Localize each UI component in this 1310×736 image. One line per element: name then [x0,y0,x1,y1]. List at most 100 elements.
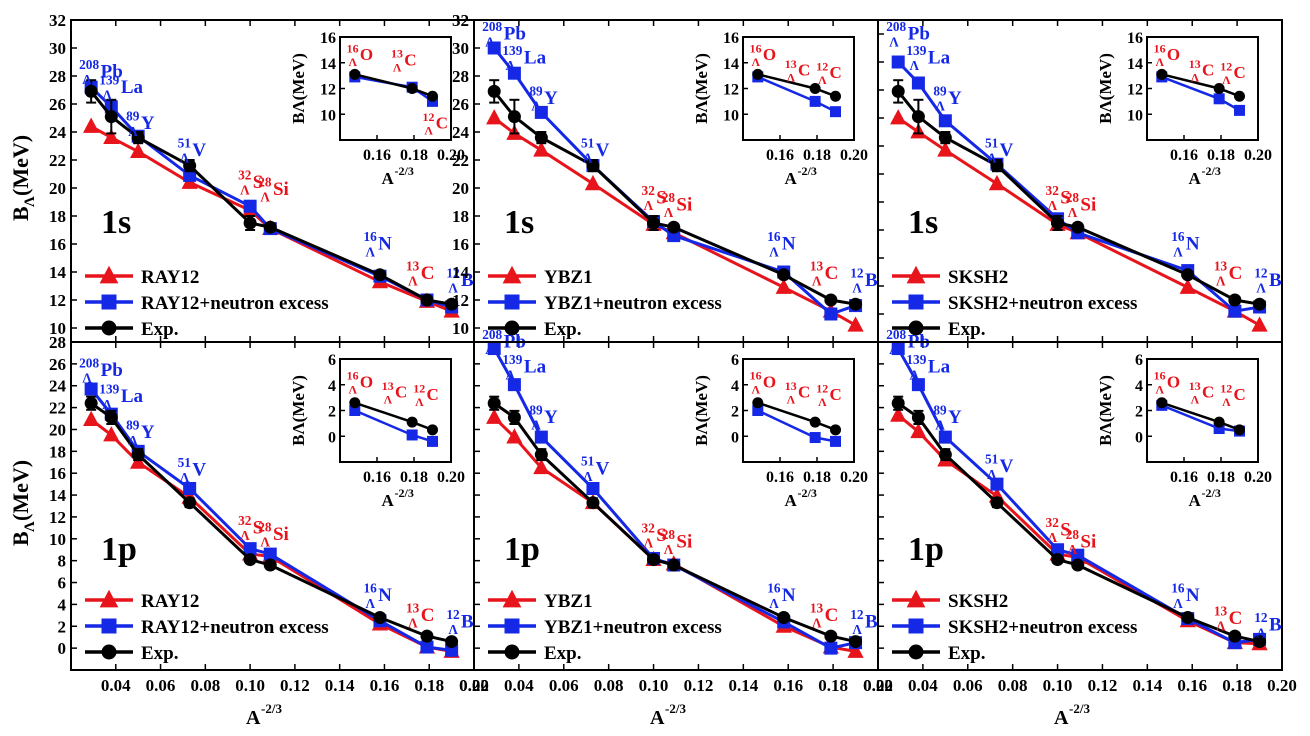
x-tick-label: 0.08 [594,676,624,695]
y-axis-label-subscript: Λ [22,196,38,207]
nucleus-mass-number: 51 [178,455,191,470]
x-tick-label: 0.18 [1222,676,1252,695]
legend-label: RAY12+neutron excess [141,293,329,314]
y-tick-label: 28 [49,333,66,352]
nucleus-label-13C: 13Λ C [785,379,811,407]
data-point-circle [1181,611,1195,625]
inset-point-circle [427,90,438,102]
y-axis-label-unit: (MeV) [8,135,33,196]
inset-y-axis-label: BΛ(MeV) [289,53,308,124]
nucleus-element: Si [1080,532,1096,553]
panel-frame [877,341,1283,671]
inset-point-circle [349,68,361,80]
legend-marker-triangle [906,589,926,608]
data-point-circle [1253,297,1267,311]
nucleus-lambda: Λ [366,244,376,259]
x-tick-label: 0.12 [280,676,310,695]
x-tick-label: 0.14 [728,676,758,695]
data-point-square [507,66,521,80]
nucleus-label-89Y: 89Λ Y [126,418,155,448]
legend-marker-square [504,294,520,310]
nucleus-lambda: Λ [531,418,541,433]
nucleus-element: La [524,357,547,378]
data-point-triangle [533,458,550,475]
nucleus-element: La [524,47,547,68]
nucleus-lambda: Λ [751,382,760,396]
legend-label: Exp. [544,643,582,664]
nucleus-element: Pb [101,61,123,82]
nucleus-mass-number: 16 [363,229,377,244]
nucleus-label-12C: 12Λ C [1220,60,1246,88]
inset-x-axis-label: A [785,169,798,188]
nucleus-lambda: Λ [1216,619,1226,634]
nucleus-lambda: Λ [102,87,112,102]
inset-x-tick-label: 0.18 [400,147,428,164]
legend-label: Exp. [141,643,179,664]
nucleus-mass-number: 32 [642,183,656,198]
y-tick-label: 30 [452,39,469,58]
y-tick-label: 26 [452,95,469,114]
nucleus-element: V [596,458,610,479]
nucleus-label-12C: 12Λ C [423,110,449,138]
data-point-triangle [847,316,864,332]
data-point-square [183,482,197,496]
nucleus-element: N [782,234,796,255]
nucleus-label-16N: 16Λ N [767,581,796,611]
data-point-circle [647,216,661,230]
data-point-circle [911,110,925,124]
nucleus-lambda: Λ [751,55,760,69]
y-tick-label: 8 [58,552,67,571]
data-point-square [243,199,257,213]
nucleus-label-32S: 32Λ S [642,183,667,213]
data-point-circle [777,611,791,625]
y-tick-label: 10 [49,530,66,549]
data-point-circle [84,396,98,410]
inset-x-axis-label-exponent: -2/3 [395,164,414,178]
legend-label: RAY12+neutron excess [141,617,329,638]
nucleus-lambda: Λ [415,395,424,409]
inset-y-tick-label: 16 [1127,30,1143,47]
nucleus-element: N [782,585,796,606]
y-axis-label-symbol: B [8,531,33,546]
data-point-square [911,378,925,392]
nucleus-element: Y [948,88,962,109]
nucleus-element: O [360,45,373,64]
nucleus-label-12C: 12Λ C [1220,382,1246,410]
y-tick-label: 0 [58,639,67,658]
y-tick-label: 26 [49,95,66,114]
inset-y-tick-label: 16 [320,30,336,47]
nucleus-mass-number: 12 [446,265,460,280]
nucleus-element: Si [273,179,289,200]
inset-frame [742,36,855,141]
data-point-square [891,342,905,356]
nucleus-element: O [1167,45,1180,64]
nucleus-lambda: Λ [909,367,919,382]
x-tick-label: 0.04 [101,676,131,695]
nucleus-mass-number: 208 [482,19,502,34]
x-tick-label: 0.16 [1177,676,1207,695]
data-point-triangle [1251,316,1268,332]
nucleus-mass-number: 12 [1220,60,1232,74]
nucleus-mass-number: 13 [1189,379,1201,393]
legend-marker-square [101,618,117,634]
data-point-triangle [486,109,503,125]
nucleus-lambda: Λ [348,55,357,69]
data-point-circle [1228,293,1242,307]
nucleus-label-32S: 32Λ S [1046,183,1071,213]
y-tick-label: 16 [49,235,66,254]
nucleus-mass-number: 12 [1254,610,1268,625]
data-point-triangle [83,410,100,427]
inset-y-tick-label: 14 [723,56,739,73]
nucleus-label-32S: 32Λ S [238,513,263,543]
nucleus-mass-number: 12 [1254,265,1268,280]
inset-x-tick-label: 0.16 [766,469,794,486]
nucleus-element: B [1269,270,1282,291]
nucleus-element: C [404,50,416,69]
nucleus-label-16O: 16Λ O [1154,369,1180,397]
nucleus-label-13C: 13Λ C [406,600,434,630]
nucleus-mass-number: 13 [391,47,403,61]
legend-label: Exp. [948,643,986,664]
